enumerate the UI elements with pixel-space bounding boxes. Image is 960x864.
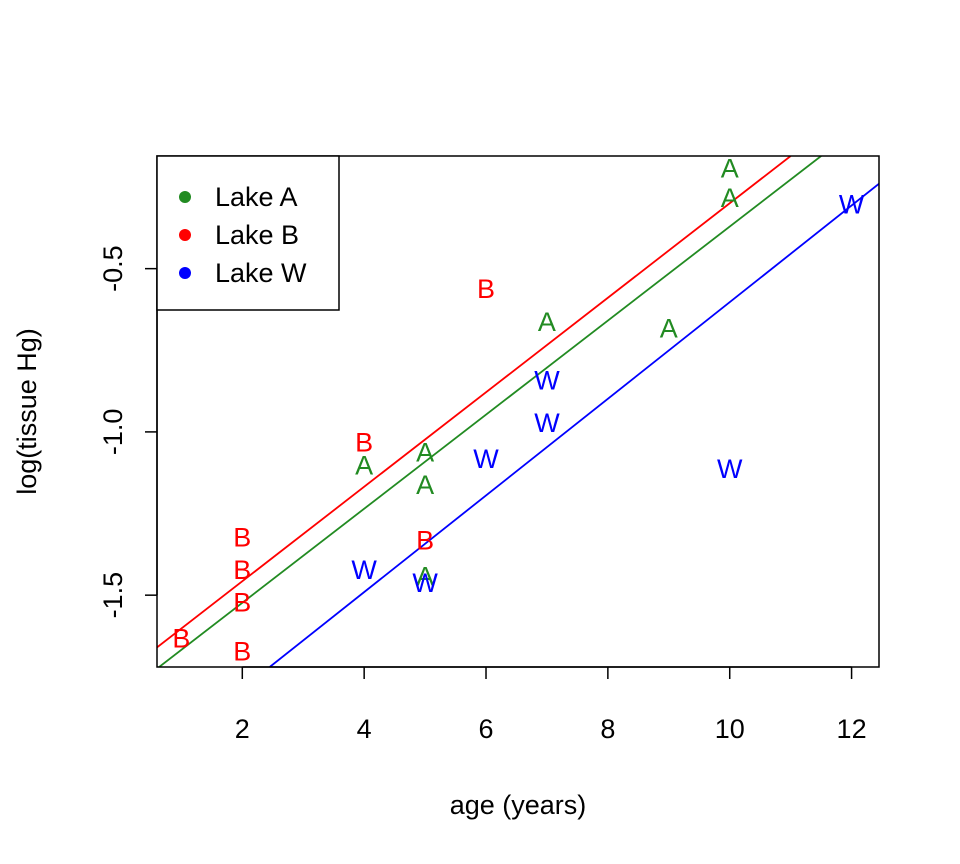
point-lake-w: W [412,568,438,598]
point-lake-a: A [721,153,739,183]
legend-marker [179,267,191,279]
point-lake-b: B [477,274,495,304]
point-lake-w: W [534,366,560,396]
point-lake-a: A [416,437,434,467]
x-axis-label: age (years) [450,790,587,820]
x-axis: 2 4 6 8 10 12 [235,666,867,744]
point-lake-b: B [172,624,190,654]
fit-lines [157,156,879,667]
legend-marker [179,191,191,203]
point-lake-a: A [538,307,556,337]
y-tick-label: -0.5 [98,245,128,292]
fit-line-lake-b [157,156,792,649]
x-tick-label: 2 [235,714,250,744]
point-lake-a: A [416,470,434,500]
point-lake-w: W [717,454,743,484]
legend-marker [179,229,191,241]
legend: Lake A Lake B Lake W [156,155,340,311]
legend-label: Lake B [215,220,299,250]
point-lake-b: B [233,588,251,618]
x-tick-label: 4 [357,714,372,744]
point-lake-w: W [534,408,560,438]
x-tick-label: 6 [478,714,493,744]
y-axis: -1.5 -1.0 -0.5 [98,245,158,619]
legend-label: Lake W [215,258,307,288]
x-tick-label: 10 [715,714,745,744]
point-lake-b: B [355,428,373,458]
point-lake-w: W [473,444,499,474]
point-lake-b: B [233,522,251,552]
point-lake-a: A [355,451,373,481]
legend-label: Lake A [215,182,298,212]
fit-line-lake-a [157,156,822,667]
fit-line-lake-w [269,183,879,667]
y-tick-label: -1.0 [98,409,128,456]
point-lake-b: B [416,526,434,556]
point-lake-a: A [660,313,678,343]
point-lake-b: B [233,555,251,585]
point-lake-a: A [416,562,434,592]
x-tick-label: 12 [837,714,867,744]
point-lake-w: W [839,189,865,219]
y-tick-label: -1.5 [98,572,128,619]
y-axis-label: log(tissue Hg) [12,328,42,495]
x-tick-label: 8 [600,714,615,744]
point-lake-a: A [721,183,739,213]
point-lake-b: B [233,637,251,667]
point-lake-w: W [351,555,377,585]
